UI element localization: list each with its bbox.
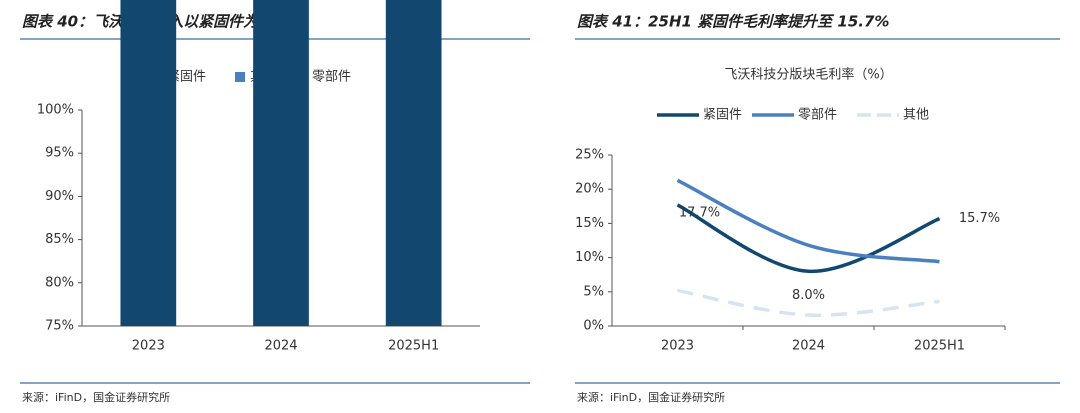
- y-tick-label: 90%: [45, 189, 74, 204]
- legend-label: 紧固件: [167, 70, 206, 85]
- x-tick-label: 2025H1: [914, 339, 965, 354]
- source-note: 来源：iFinD，国金证券研究所: [577, 390, 725, 404]
- y-tick-label: 20%: [575, 182, 604, 197]
- source-note: 来源：iFinD，国金证券研究所: [22, 390, 170, 404]
- y-tick-label: 5%: [583, 284, 604, 299]
- series-line: [676, 203, 941, 274]
- legend-label: 紧固件: [703, 108, 742, 123]
- chart-title: 图表 41：25H1 紧固件毛利率提升至 15.7%: [577, 13, 889, 31]
- x-tick-label: 2024: [264, 339, 297, 354]
- legend-label: 零部件: [312, 70, 351, 85]
- y-tick-label: 25%: [575, 148, 604, 163]
- y-tick-label: 100%: [37, 103, 74, 118]
- legend-swatch: [235, 72, 245, 82]
- bar-segment: [120, 0, 177, 327]
- x-tick-label: 2023: [132, 339, 165, 354]
- value-label: 8.0%: [792, 288, 825, 303]
- bar-segment: [385, 0, 442, 327]
- series-line: [677, 288, 940, 317]
- bar-segment: [253, 0, 309, 326]
- y-tick-label: 15%: [575, 216, 604, 231]
- x-tick-label: 2025H1: [388, 339, 439, 354]
- y-tick-label: 80%: [45, 275, 74, 290]
- y-tick-label: 85%: [45, 232, 74, 247]
- y-tick-label: 0%: [583, 319, 604, 334]
- value-label: 15.7%: [959, 211, 1000, 226]
- y-tick-label: 10%: [575, 250, 604, 265]
- series-line: [676, 178, 940, 264]
- y-tick-label: 75%: [45, 319, 74, 334]
- x-tick-label: 2024: [792, 339, 825, 354]
- legend-label: 其他: [903, 108, 929, 123]
- legend-label: 零部件: [798, 108, 837, 123]
- y-tick-label: 95%: [45, 146, 74, 161]
- chart-subtitle: 飞沃科技分版块毛利率（%）: [724, 67, 892, 83]
- x-tick-label: 2023: [661, 339, 694, 354]
- value-label: 17.7%: [679, 205, 720, 220]
